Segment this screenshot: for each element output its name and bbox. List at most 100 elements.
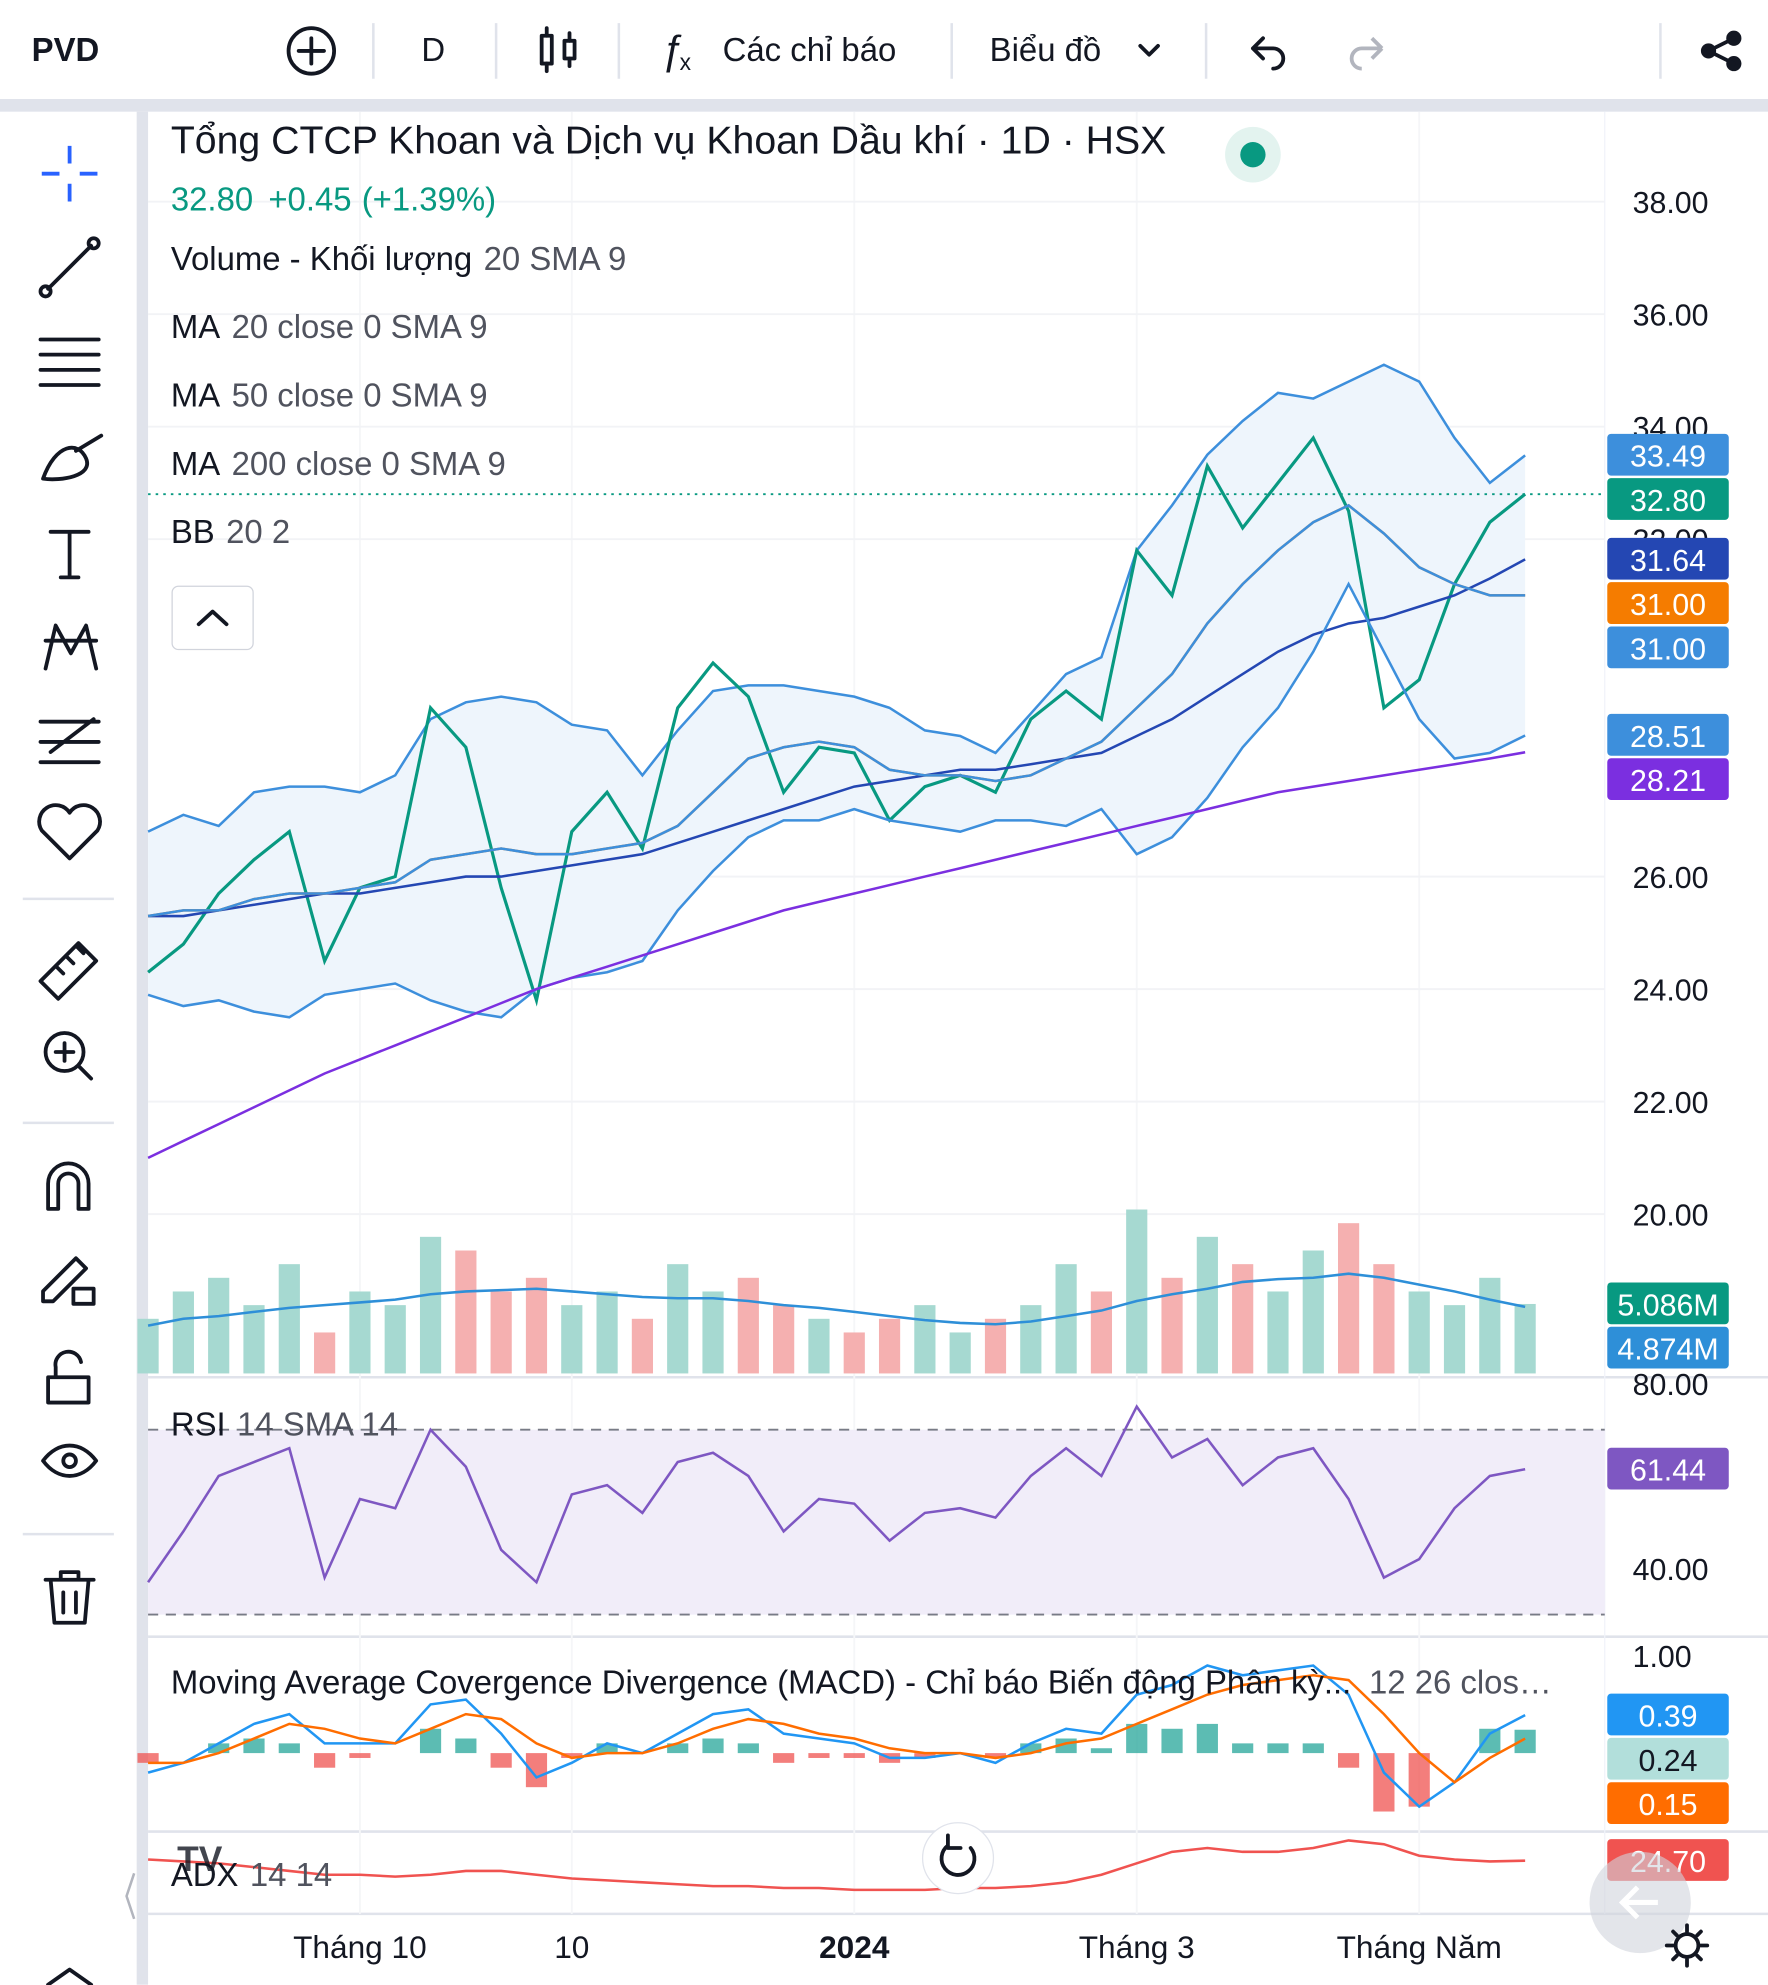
- legend-row: RSI 14 SMA 14: [171, 1405, 398, 1442]
- histogram-bar: [1020, 1743, 1042, 1754]
- price-label-box: [1607, 1282, 1729, 1325]
- legend-text: 20 2: [226, 513, 290, 550]
- delete-tool[interactable]: [43, 1570, 96, 1625]
- volume-bar: [596, 1291, 618, 1374]
- scroll-up[interactable]: [46, 1967, 94, 1985]
- fib-tool[interactable]: [38, 337, 101, 387]
- price-label-box: [1607, 758, 1729, 800]
- legend-row: 32.80 +0.45 (+1.39%): [171, 180, 496, 217]
- undo-button[interactable]: [1251, 36, 1286, 71]
- reset-scale-button[interactable]: [921, 1822, 995, 1895]
- toolbar-separator: [0, 99, 1768, 112]
- volume-bar: [208, 1277, 230, 1374]
- lock-tool[interactable]: [46, 1349, 91, 1405]
- y-tick-label: 22.00: [1633, 1087, 1709, 1120]
- favorites-tool[interactable]: [37, 803, 102, 861]
- series-line: [147, 363, 1526, 833]
- histogram-bar: [1408, 1753, 1430, 1807]
- symbol[interactable]: PVD: [32, 31, 100, 68]
- histogram-bar: [737, 1743, 759, 1754]
- x-tick-label: Tháng Năm: [1337, 1929, 1502, 1965]
- forecast-tool[interactable]: [38, 717, 101, 765]
- legend-row: Tổng CTCP Khoan và Dịch vụ Khoan Dầu khí…: [171, 118, 1166, 162]
- add-symbol-button[interactable]: [286, 26, 337, 76]
- brush-tool[interactable]: [41, 433, 104, 482]
- histogram-bar: [278, 1743, 300, 1754]
- price-label: 28.21: [1630, 765, 1706, 798]
- lock-drawing-tool[interactable]: [41, 1256, 96, 1306]
- interval-button[interactable]: D: [421, 31, 445, 68]
- y-tick-label: 20.00: [1633, 1200, 1709, 1233]
- price-label: 31.64: [1630, 545, 1706, 578]
- volume-bar: [1161, 1277, 1183, 1374]
- volume-bar: [1479, 1277, 1501, 1374]
- y-tick-label: 36.00: [1633, 300, 1709, 333]
- legend-text: 20 close 0 SMA 9: [232, 308, 488, 345]
- settings-button[interactable]: [1664, 1923, 1710, 1968]
- histogram-bar: [1373, 1753, 1395, 1812]
- collapse-handle[interactable]: [125, 1872, 136, 1920]
- legend-text: 50 close 0 SMA 9: [232, 377, 488, 414]
- ruler-tool[interactable]: [38, 941, 99, 1001]
- price-label-box: [1607, 1737, 1729, 1780]
- collapse-legend[interactable]: [171, 585, 254, 651]
- price-label: 31.00: [1630, 633, 1706, 666]
- series-line: [147, 1272, 1526, 1327]
- histogram-bar: [773, 1753, 795, 1763]
- volume-bar: [137, 1318, 159, 1374]
- series-line: [147, 503, 1526, 918]
- legend-text: 12 26 clos…: [1369, 1664, 1552, 1701]
- histogram-bar: [525, 1753, 548, 1788]
- volume-bar: [1055, 1264, 1077, 1374]
- legend-row: MA 200 close 0 SMA 9: [171, 445, 506, 482]
- reset-icon: [939, 1833, 977, 1877]
- volume-bar: [1267, 1291, 1289, 1374]
- legend-row: MA 20 close 0 SMA 9: [171, 308, 488, 345]
- chart-type-button[interactable]: Biểu đồ: [990, 31, 1102, 68]
- crosshair-tool[interactable]: [41, 145, 98, 202]
- histogram-bar: [314, 1753, 336, 1768]
- legend-text: MA: [171, 445, 220, 482]
- price-label: 31.00: [1630, 589, 1706, 622]
- volume-bar: [1090, 1291, 1113, 1374]
- price-label: 32.80: [1630, 485, 1706, 518]
- histogram-bar: [1090, 1748, 1113, 1754]
- fx-icon: ƒ: [661, 27, 684, 75]
- legend-text: Moving Average Covergence Divergence (MA…: [171, 1664, 1351, 1701]
- histogram-bar: [1161, 1728, 1183, 1754]
- volume-bar: [278, 1264, 300, 1374]
- magnet-tool[interactable]: [46, 1161, 91, 1211]
- histogram-bar: [455, 1738, 477, 1754]
- legend-text: 14 SMA 14: [237, 1405, 398, 1442]
- overlay: TV: [171, 126, 1710, 1968]
- indicators-button[interactable]: Các chỉ báo: [723, 31, 897, 68]
- pattern-tool[interactable]: [43, 623, 99, 671]
- volume-bar: [878, 1318, 901, 1374]
- hide-tool[interactable]: [41, 1443, 99, 1478]
- price-label-box: [1607, 1326, 1729, 1369]
- trend-line-tool[interactable]: [38, 236, 101, 299]
- histogram-bar: [702, 1738, 724, 1754]
- price-label-box: [1607, 626, 1729, 669]
- share-button[interactable]: [1700, 30, 1742, 72]
- redo-button[interactable]: [1349, 36, 1384, 71]
- volume-bar: [914, 1305, 936, 1374]
- histogram-bar: [914, 1753, 936, 1758]
- zoom-tool[interactable]: [43, 1031, 94, 1081]
- histogram-bar: [1514, 1729, 1536, 1754]
- collapse-chevron: [196, 609, 229, 627]
- text-tool[interactable]: [48, 529, 91, 580]
- price-label-box: [1607, 1447, 1729, 1490]
- drawing-toolbar: [22, 145, 136, 1985]
- histogram-bar: [561, 1753, 583, 1758]
- series-line: [148, 1839, 1526, 1892]
- chart-style-button[interactable]: [539, 26, 577, 74]
- legend-text: 20 SMA 9: [484, 240, 627, 277]
- series-line: [147, 434, 1527, 1007]
- histogram-bar: [1302, 1743, 1324, 1754]
- histogram-bar: [1126, 1723, 1148, 1754]
- volume-bar: [1232, 1264, 1254, 1374]
- volume-bar: [631, 1318, 653, 1374]
- y-tick-label: 26.00: [1633, 862, 1709, 895]
